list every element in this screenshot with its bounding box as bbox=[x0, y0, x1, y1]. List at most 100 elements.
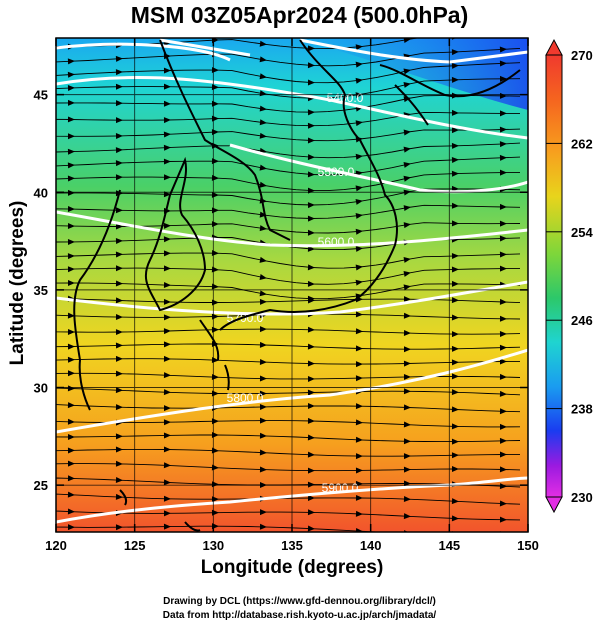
wind-arrow bbox=[259, 211, 267, 218]
wind-arrow bbox=[67, 491, 75, 498]
wind-arrow bbox=[403, 146, 411, 153]
y-axis-ticks: 25 30 35 40 45 bbox=[34, 88, 528, 493]
wind-arrow bbox=[499, 251, 507, 258]
wind-arrow bbox=[403, 496, 411, 503]
colorbar-tick-label: 254 bbox=[571, 225, 593, 240]
wind-arrow bbox=[115, 477, 123, 484]
wind-arrow bbox=[403, 466, 411, 473]
wind-arrow bbox=[355, 185, 363, 192]
wind-arrow bbox=[451, 345, 459, 352]
colorbar-min-arrow bbox=[545, 496, 563, 514]
wind-arrow bbox=[499, 408, 507, 415]
wind-arrow bbox=[163, 158, 171, 165]
wind-arrow bbox=[307, 229, 315, 236]
wind-arrow bbox=[355, 77, 363, 84]
wind-arrow bbox=[115, 329, 123, 336]
wind-arrow bbox=[307, 122, 315, 129]
wind-arrow bbox=[403, 513, 411, 520]
wind-arrow bbox=[307, 434, 315, 441]
wind-arrow bbox=[259, 105, 267, 112]
wind-arrow bbox=[451, 156, 459, 163]
wind-arrow bbox=[403, 222, 411, 229]
wind-arrow bbox=[403, 438, 411, 445]
y-axis-label: Latitude (degrees) bbox=[7, 200, 28, 366]
wind-arrow bbox=[499, 235, 507, 242]
wind-arrow bbox=[499, 46, 507, 53]
wind-arrow bbox=[355, 61, 363, 68]
colorbar-tick-label: 270 bbox=[571, 48, 593, 63]
wind-arrow bbox=[500, 265, 507, 272]
wind-arrow bbox=[163, 389, 171, 396]
x-tick-label: 145 bbox=[438, 538, 460, 553]
wind-arrow bbox=[67, 418, 75, 425]
wind-arrow bbox=[259, 523, 267, 530]
wind-arrow bbox=[307, 360, 315, 367]
wind-arrow bbox=[499, 466, 507, 473]
wind-arrow bbox=[163, 355, 171, 362]
wind-arrow bbox=[259, 290, 267, 297]
x-axis-label: Longitude (degrees) bbox=[200, 557, 384, 578]
wind-arrow bbox=[67, 385, 75, 392]
wind-arrow bbox=[116, 537, 123, 543]
wind-arrow bbox=[451, 438, 459, 445]
wind-arrow bbox=[451, 170, 459, 177]
wind-arrow bbox=[355, 403, 363, 410]
wind-arrow bbox=[67, 116, 75, 123]
wind-arrow bbox=[115, 100, 123, 107]
wind-arrow bbox=[355, 345, 363, 352]
wind-arrow bbox=[259, 341, 267, 348]
wind-arrow bbox=[451, 76, 459, 83]
colorbar-tick-label: 230 bbox=[571, 490, 593, 505]
coastlines bbox=[73, 39, 521, 532]
wind-arrow bbox=[499, 451, 507, 458]
lat-lon-grid bbox=[56, 38, 528, 532]
wind-arrow bbox=[259, 132, 267, 139]
wind-arrow bbox=[259, 181, 267, 188]
wind-arrow bbox=[115, 297, 123, 304]
wind-arrow bbox=[499, 437, 507, 444]
wind-arrow bbox=[500, 545, 507, 551]
wind-arrow bbox=[499, 423, 507, 430]
wind-arrow bbox=[307, 326, 315, 333]
wind-arrow bbox=[115, 265, 123, 272]
wind-arrow bbox=[68, 99, 75, 106]
wind-arrow bbox=[67, 85, 75, 92]
wind-arrow bbox=[355, 436, 363, 443]
wind-arrow bbox=[307, 215, 315, 222]
wind-arrow bbox=[259, 375, 267, 382]
wind-arrow bbox=[115, 460, 123, 467]
contour-label: 5500.0 bbox=[318, 165, 355, 179]
wind-arrow bbox=[499, 126, 507, 133]
wind-arrow bbox=[259, 417, 267, 424]
wind-arrow bbox=[499, 483, 507, 490]
wind-arrow bbox=[115, 117, 123, 124]
contour-label: 5800.0 bbox=[227, 391, 264, 405]
wind-arrow bbox=[403, 256, 411, 263]
wind-arrow bbox=[355, 494, 363, 501]
wind-arrow bbox=[307, 509, 315, 516]
y-tick-label: 45 bbox=[34, 88, 48, 103]
wind-arrow bbox=[115, 355, 123, 362]
wind-arrow bbox=[259, 119, 267, 126]
wind-arrow bbox=[115, 207, 123, 214]
wind-arrow bbox=[163, 131, 171, 138]
wind-arrow bbox=[499, 373, 507, 380]
height-contour-line bbox=[56, 348, 528, 434]
wind-arrow bbox=[163, 405, 171, 412]
wind-arrow bbox=[259, 164, 267, 171]
wind-arrow bbox=[115, 174, 123, 181]
wind-arrow bbox=[451, 49, 459, 56]
wind-arrow bbox=[307, 389, 315, 396]
wind-arrow bbox=[163, 67, 171, 74]
wind-arrow bbox=[164, 537, 171, 543]
wind-arrow bbox=[499, 330, 507, 337]
wind-arrow bbox=[163, 282, 171, 289]
wind-arrow bbox=[67, 447, 75, 454]
wind-arrow bbox=[67, 223, 75, 230]
wind-arrow bbox=[115, 370, 123, 377]
wind-arrow bbox=[307, 495, 315, 502]
wind-arrow bbox=[163, 462, 171, 469]
wind-arrow bbox=[163, 191, 171, 198]
wind-arrow bbox=[307, 280, 315, 287]
colorbar-ticks: 270 262 254 246 238 230 bbox=[546, 48, 593, 505]
